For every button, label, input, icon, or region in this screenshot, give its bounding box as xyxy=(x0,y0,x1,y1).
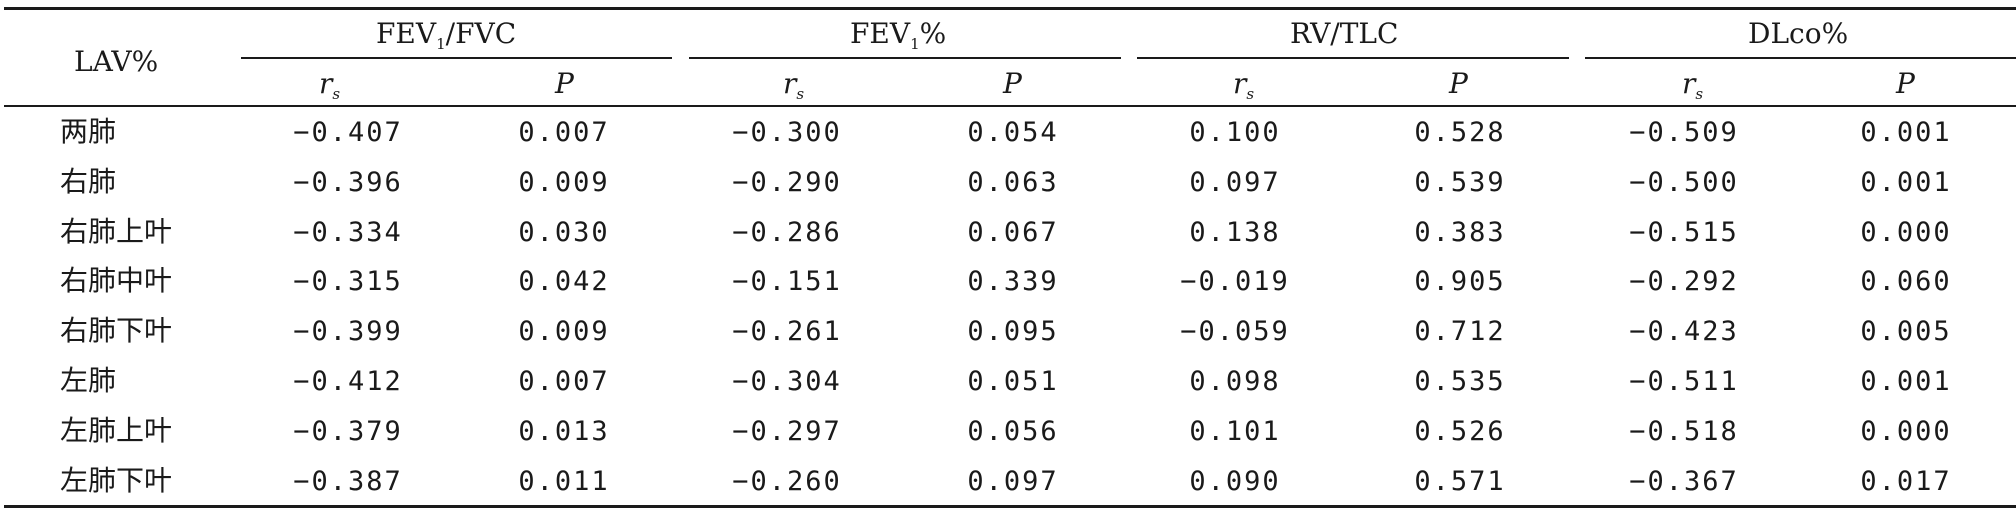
table-cell: 0.001 xyxy=(1860,167,1952,198)
table-top-rule xyxy=(4,7,2016,10)
table-cell: −0.511 xyxy=(1629,366,1739,397)
table-cell: 0.101 xyxy=(1189,416,1281,447)
row-label: 两肺 xyxy=(60,115,117,148)
table-cell: 0.051 xyxy=(967,366,1059,397)
table-cell: 0.535 xyxy=(1414,366,1506,397)
table-cell: 0.712 xyxy=(1414,316,1506,347)
table-cell: −0.423 xyxy=(1629,316,1739,347)
table-cell: 0.013 xyxy=(518,416,610,447)
group-header-fev1-fvc: FEV1/FVC xyxy=(376,17,517,53)
subheader-p: P xyxy=(1896,67,1915,100)
table-cell: 0.905 xyxy=(1414,266,1506,297)
subheader-p: P xyxy=(1003,67,1022,100)
table-cell: −0.515 xyxy=(1629,217,1739,248)
table-cell: −0.286 xyxy=(732,217,842,248)
subheader-rs: rs xyxy=(1233,67,1255,103)
table-cell: 0.000 xyxy=(1860,416,1952,447)
table-cell: 0.063 xyxy=(967,167,1059,198)
table-cell: −0.151 xyxy=(732,266,842,297)
table-cell: −0.379 xyxy=(293,416,403,447)
table-cell: 0.001 xyxy=(1860,366,1952,397)
group-rule-rv-tlc xyxy=(1137,57,1569,59)
table-cell: 0.095 xyxy=(967,316,1059,347)
table-cell: −0.292 xyxy=(1629,266,1739,297)
row-label: 左肺上叶 xyxy=(60,414,173,447)
subheader-p: P xyxy=(1449,67,1468,100)
table-cell: 0.042 xyxy=(518,266,610,297)
table-cell: −0.387 xyxy=(293,466,403,497)
table-cell: −0.334 xyxy=(293,217,403,248)
table-cell: −0.518 xyxy=(1629,416,1739,447)
table-cell: −0.315 xyxy=(293,266,403,297)
table-cell: −0.300 xyxy=(732,117,842,148)
table-cell: −0.509 xyxy=(1629,117,1739,148)
table-cell: −0.412 xyxy=(293,366,403,397)
table-cell: 0.528 xyxy=(1414,117,1506,148)
table-cell: 0.000 xyxy=(1860,217,1952,248)
table-cell: 0.017 xyxy=(1860,466,1952,497)
corner-header: LAV% xyxy=(74,45,159,78)
table-cell: 0.011 xyxy=(518,466,610,497)
table-bottom-rule xyxy=(4,505,2016,508)
row-label: 右肺上叶 xyxy=(60,215,173,248)
table-cell: 0.030 xyxy=(518,217,610,248)
group-header-dlco-percent: DLco% xyxy=(1748,17,1849,50)
table-cell: 0.001 xyxy=(1860,117,1952,148)
row-label: 右肺下叶 xyxy=(60,314,173,347)
table-cell: 0.060 xyxy=(1860,266,1952,297)
table-cell: 0.383 xyxy=(1414,217,1506,248)
table-cell: 0.056 xyxy=(967,416,1059,447)
subheader-p: P xyxy=(555,67,574,100)
table-cell: 0.571 xyxy=(1414,466,1506,497)
table-cell: −0.396 xyxy=(293,167,403,198)
table-cell: 0.009 xyxy=(518,316,610,347)
table-cell: 0.090 xyxy=(1189,466,1281,497)
table-cell: −0.500 xyxy=(1629,167,1739,198)
table-cell: −0.304 xyxy=(732,366,842,397)
table-cell: −0.059 xyxy=(1180,316,1290,347)
table-cell: 0.009 xyxy=(518,167,610,198)
table-cell: 0.007 xyxy=(518,366,610,397)
row-label: 左肺 xyxy=(60,364,117,397)
group-rule-dlco-percent xyxy=(1585,57,2016,59)
subheader-rs: rs xyxy=(783,67,805,103)
table-cell: −0.399 xyxy=(293,316,403,347)
table-cell: −0.367 xyxy=(1629,466,1739,497)
group-header-rv-tlc: RV/TLC xyxy=(1290,17,1399,50)
row-label: 右肺 xyxy=(60,165,117,198)
table-cell: 0.054 xyxy=(967,117,1059,148)
table-cell: −0.019 xyxy=(1180,266,1290,297)
table-cell: −0.297 xyxy=(732,416,842,447)
group-rule-fev1-fvc xyxy=(241,57,672,59)
table-cell: 0.067 xyxy=(967,217,1059,248)
group-rule-fev1-percent xyxy=(689,57,1121,59)
table-cell: −0.260 xyxy=(732,466,842,497)
table-cell: −0.290 xyxy=(732,167,842,198)
table-cell: 0.138 xyxy=(1189,217,1281,248)
table-cell: 0.097 xyxy=(967,466,1059,497)
table-cell: 0.539 xyxy=(1414,167,1506,198)
table-cell: −0.261 xyxy=(732,316,842,347)
table-cell: −0.407 xyxy=(293,117,403,148)
table-cell: 0.007 xyxy=(518,117,610,148)
row-label: 右肺中叶 xyxy=(60,264,173,297)
table-header-rule xyxy=(4,105,2016,107)
table-cell: 0.098 xyxy=(1189,366,1281,397)
group-header-fev1-percent: FEV1% xyxy=(850,17,947,53)
table-cell: 0.097 xyxy=(1189,167,1281,198)
table-cell: 0.339 xyxy=(967,266,1059,297)
table-cell: 0.005 xyxy=(1860,316,1952,347)
row-label: 左肺下叶 xyxy=(60,464,173,497)
table-cell: 0.100 xyxy=(1189,117,1281,148)
table-cell: 0.526 xyxy=(1414,416,1506,447)
subheader-rs: rs xyxy=(319,67,341,103)
subheader-rs: rs xyxy=(1682,67,1704,103)
